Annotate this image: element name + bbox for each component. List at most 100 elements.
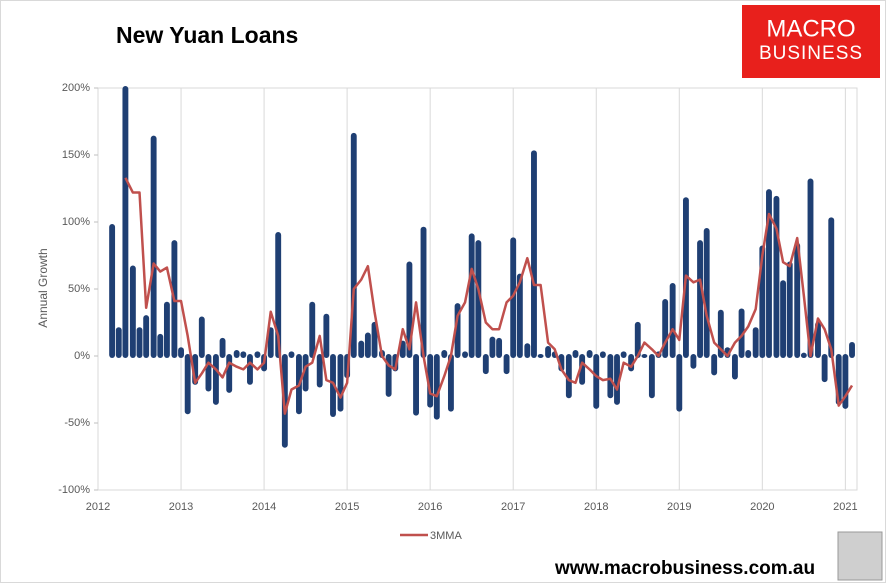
bar — [599, 351, 606, 358]
x-tick-label: 2018 — [584, 501, 608, 513]
y-tick-label: -50% — [64, 417, 90, 429]
bar — [454, 303, 461, 358]
bar — [413, 354, 419, 416]
bar — [510, 237, 517, 358]
bar — [323, 313, 330, 358]
bar — [184, 354, 191, 415]
bar — [794, 242, 801, 358]
bar — [115, 327, 122, 358]
bar — [358, 340, 365, 358]
bar — [711, 354, 718, 376]
bar — [849, 341, 855, 358]
y-tick-label: 0% — [74, 350, 90, 362]
bar — [545, 345, 552, 358]
bar — [676, 354, 683, 412]
bar — [143, 315, 150, 358]
logo-box — [742, 5, 880, 78]
bar — [482, 354, 489, 375]
bar — [441, 349, 448, 358]
bar — [593, 354, 600, 409]
bar — [371, 321, 378, 358]
bar — [745, 349, 752, 358]
bar — [572, 349, 579, 358]
x-tick-label: 2015 — [335, 501, 359, 513]
bar — [302, 354, 309, 392]
x-tick-label: 2017 — [501, 501, 525, 513]
fox-icon — [837, 531, 883, 581]
bar — [240, 351, 247, 358]
bar — [447, 354, 454, 412]
bar — [503, 354, 510, 375]
bar — [150, 135, 157, 358]
bar — [233, 349, 240, 358]
bar — [212, 354, 219, 405]
bar — [219, 337, 226, 358]
line — [124, 177, 854, 415]
bar — [399, 340, 406, 358]
bar — [800, 352, 807, 358]
bar — [821, 354, 828, 383]
bar — [614, 354, 620, 405]
x-tick-label: 2020 — [750, 501, 774, 513]
bar — [468, 233, 475, 358]
logo-text: BUSINESS — [759, 43, 863, 64]
bar — [496, 337, 503, 358]
bar — [620, 351, 627, 358]
x-tick-label: 2013 — [169, 501, 193, 513]
bar — [136, 327, 143, 358]
bar — [163, 301, 170, 358]
bar — [316, 354, 323, 388]
bar — [420, 226, 427, 358]
bar — [157, 333, 164, 358]
y-tick-label: 50% — [68, 283, 90, 295]
bar — [516, 273, 523, 358]
bar — [752, 327, 759, 358]
bar — [579, 354, 586, 385]
bar — [524, 343, 531, 358]
bar — [641, 354, 648, 358]
x-tick-label: 2016 — [418, 501, 442, 513]
bar — [267, 327, 274, 358]
bar — [531, 150, 537, 358]
bar — [205, 354, 212, 392]
bar — [178, 347, 184, 358]
bar — [780, 280, 787, 358]
bar — [690, 354, 697, 369]
bar — [703, 228, 710, 358]
bar — [731, 354, 738, 380]
y-tick-label: 150% — [62, 149, 90, 161]
bar — [254, 351, 261, 358]
y-tick-label: 200% — [62, 82, 90, 94]
bar — [433, 354, 440, 420]
legend-label: 3MMA — [430, 530, 462, 542]
bar — [364, 332, 371, 358]
bar — [475, 240, 482, 358]
bar — [537, 354, 544, 358]
y-tick-label: -100% — [58, 484, 90, 496]
bar — [337, 354, 344, 412]
footer-url: www.macrobusiness.com.au — [554, 558, 815, 579]
x-tick-label: 2021 — [833, 501, 857, 513]
y-tick-label: 100% — [62, 216, 90, 228]
bar — [198, 316, 205, 358]
bar — [828, 217, 835, 358]
bar — [766, 189, 772, 358]
x-tick-label: 2019 — [667, 501, 691, 513]
x-tick-label: 2012 — [86, 501, 110, 513]
bar — [634, 321, 641, 358]
bar — [288, 351, 295, 358]
bar — [109, 224, 116, 358]
y-axis-label: Annual Growth — [36, 248, 50, 327]
bar — [489, 336, 496, 358]
bar — [738, 308, 745, 358]
bar — [129, 265, 136, 358]
bar — [607, 354, 614, 399]
bar — [122, 86, 129, 358]
bar — [462, 351, 468, 358]
bar — [648, 354, 655, 399]
bar — [226, 354, 233, 393]
x-tick-label: 2014 — [252, 501, 276, 513]
plot-area: 2012 2013 2014 2015 2016 2017 2018 2019 2020 2021… — [58, 82, 857, 542]
bar — [697, 240, 703, 358]
